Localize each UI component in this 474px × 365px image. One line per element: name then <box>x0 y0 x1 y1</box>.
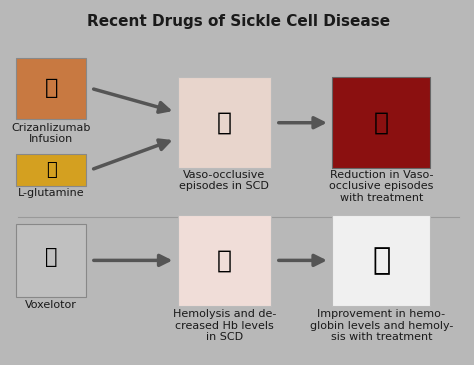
Text: Voxelotor: Voxelotor <box>25 300 77 310</box>
Text: 🩸: 🩸 <box>217 111 232 135</box>
FancyBboxPatch shape <box>16 224 86 297</box>
FancyBboxPatch shape <box>178 215 271 306</box>
FancyBboxPatch shape <box>332 77 430 168</box>
Text: 🔴: 🔴 <box>372 246 391 275</box>
Text: Crizanlizumab
Infusion: Crizanlizumab Infusion <box>11 123 91 144</box>
Text: 🔴: 🔴 <box>217 248 232 272</box>
Text: L-glutamine: L-glutamine <box>18 188 84 198</box>
Text: 💊: 💊 <box>45 247 57 267</box>
FancyBboxPatch shape <box>178 77 271 168</box>
Text: 🩸: 🩸 <box>374 111 389 135</box>
Text: Recent Drugs of Sickle Cell Disease: Recent Drugs of Sickle Cell Disease <box>87 14 390 29</box>
FancyBboxPatch shape <box>16 154 86 186</box>
FancyBboxPatch shape <box>16 58 86 119</box>
Text: Vaso-occlusive
episodes in SCD: Vaso-occlusive episodes in SCD <box>180 170 269 191</box>
Text: 💊: 💊 <box>46 161 56 179</box>
Text: Reduction in Vaso-
occlusive episodes
with treatment: Reduction in Vaso- occlusive episodes wi… <box>329 170 433 203</box>
Text: Hemolysis and de-
creased Hb levels
in SCD: Hemolysis and de- creased Hb levels in S… <box>173 309 276 342</box>
FancyBboxPatch shape <box>332 215 430 306</box>
Text: Improvement in hemo-
globin levels and hemoly-
sis with treatment: Improvement in hemo- globin levels and h… <box>310 309 453 342</box>
Text: 💉: 💉 <box>45 78 58 98</box>
